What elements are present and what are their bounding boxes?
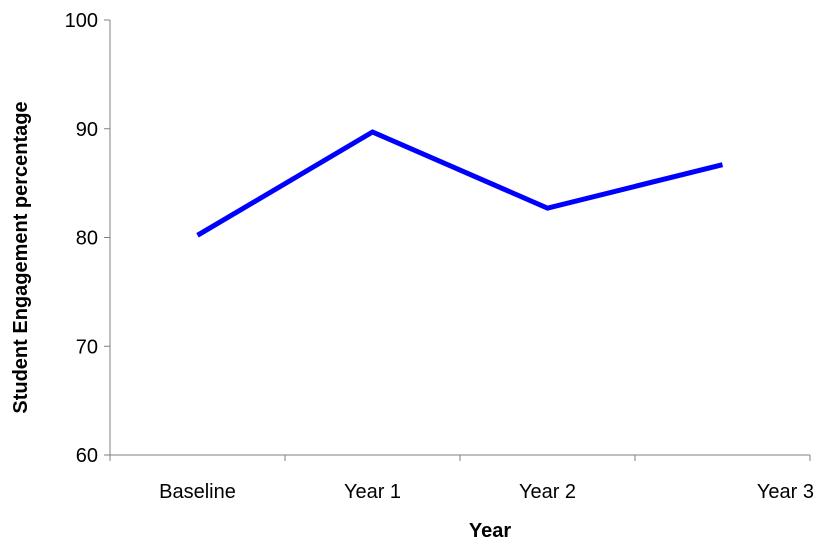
x-tick-label: Year 2 [519,481,576,503]
x-tick-label: Year 3 [757,481,814,503]
y-tick-label: 90 [76,119,98,141]
x-ticks: Baseline Year 1 Year 2 Year 3 [109,455,814,503]
y-tick-label: 80 [76,228,98,250]
series-layer [196,129,724,238]
y-tick-label: 60 [76,445,98,467]
y-tick-label: 100 [65,10,98,32]
x-tick-label: Baseline [159,481,236,503]
y-ticks: 60 70 80 90 100 [65,10,110,467]
y-tick-label: 70 [76,336,98,358]
x-tick-label: Year 1 [344,481,401,503]
series-line [196,129,724,238]
x-axis-title: Year [469,520,511,542]
y-axis-title: Student Engagement percentage [10,101,32,413]
axes [109,20,810,456]
